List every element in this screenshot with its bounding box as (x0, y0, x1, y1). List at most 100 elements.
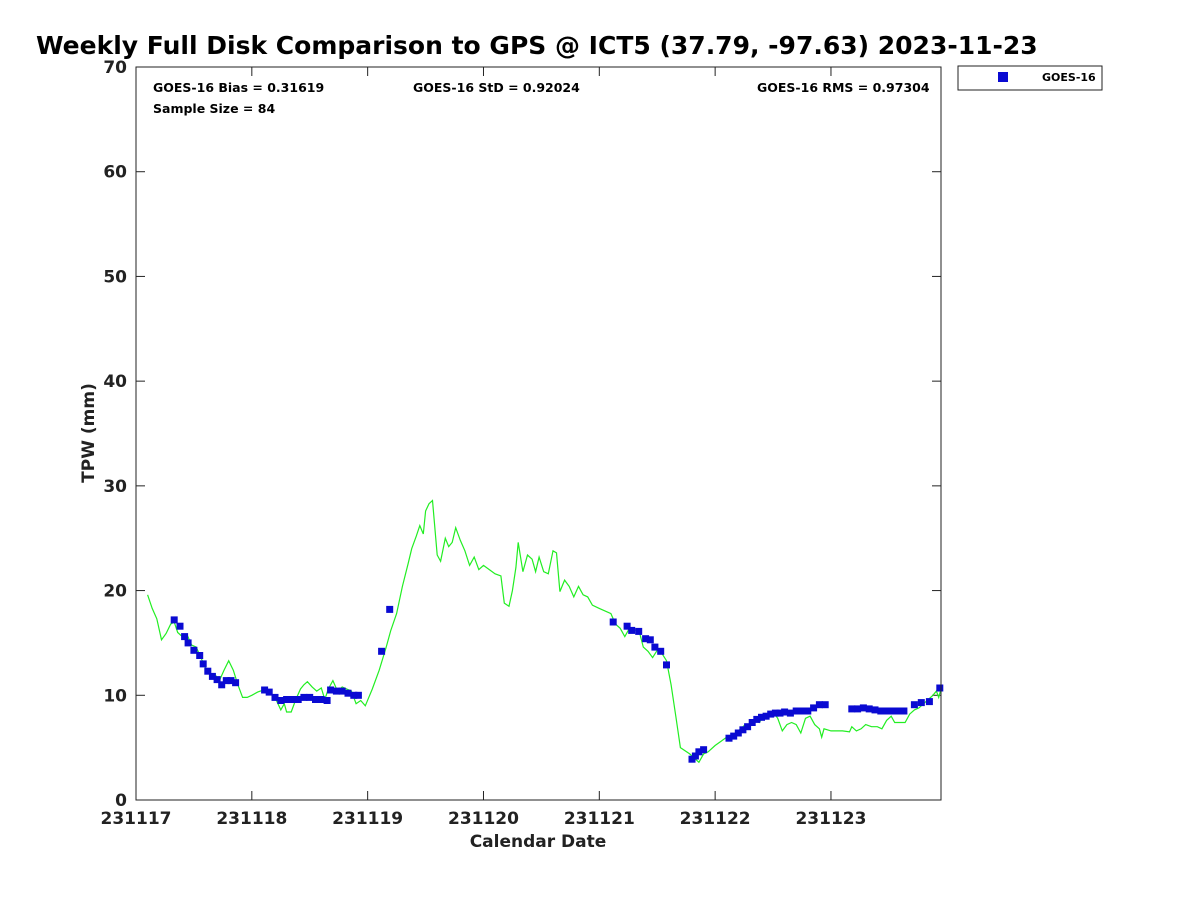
goes-16-point (204, 667, 212, 675)
goes-16-point (859, 704, 867, 712)
goes-16-point (771, 709, 779, 717)
goes-16-point (170, 616, 178, 624)
legend-marker-goes-16 (998, 72, 1008, 82)
goes-16-point (317, 696, 325, 703)
goes-16-point (900, 707, 908, 715)
goes-16-point (623, 622, 631, 630)
goes-16-point (776, 709, 784, 717)
goes-16-point (300, 693, 308, 701)
goes-16-point (354, 691, 362, 699)
goes-16-point (792, 707, 800, 715)
x-tick-label: 231122 (680, 809, 751, 829)
goes-16-point (767, 710, 775, 718)
bias-label: GOES-16 Bias = 0.31619 (153, 80, 324, 95)
goes-16-point (642, 635, 650, 643)
goes-16-point (646, 636, 654, 644)
axis-ticks: 0 10 20 30 40 50 60 70 231117 231118 231119 231120 2… (101, 58, 941, 829)
y-axis-label: TPW (mm) (79, 383, 99, 483)
goes-16-point (288, 696, 296, 703)
goes-16-point (294, 696, 302, 703)
goes-16-point (854, 705, 862, 713)
y-tick-label: 10 (103, 686, 127, 706)
goes-16-point (894, 707, 902, 715)
y-tick-label: 20 (103, 582, 127, 602)
chart-title: Weekly Full Disk Comparison to GPS @ ICT… (36, 31, 1038, 60)
x-tick-label: 231119 (332, 809, 403, 829)
y-tick-label: 60 (103, 163, 127, 183)
x-axis-label: Calendar Date (470, 832, 607, 852)
x-tick-label: 231123 (795, 809, 866, 829)
goes-16-point (327, 686, 335, 694)
goes-16-point (628, 626, 636, 634)
rms-label: GOES-16 RMS = 0.97304 (757, 80, 930, 95)
goes-16-point (781, 708, 789, 716)
goes-16-point (232, 679, 240, 687)
goes-16-point (700, 746, 708, 754)
goes-16-point (199, 660, 207, 668)
goes-16-point (748, 719, 756, 726)
goes-16-point (877, 707, 885, 715)
goes-16-point (821, 701, 829, 709)
goes-16-point (758, 713, 765, 721)
goes-16-point (208, 672, 216, 680)
y-tick-label: 50 (103, 267, 127, 287)
goes-16-point (753, 715, 761, 723)
gps-series (147, 499, 942, 764)
goes-16-point (184, 639, 192, 647)
goes-16-point (744, 723, 752, 731)
goes-16-point (332, 687, 340, 695)
legend-box (957, 65, 1103, 91)
x-tick-label: 231121 (564, 809, 635, 829)
goes-16-point (910, 701, 918, 709)
goes-16-point (386, 605, 394, 613)
goes-16-point (312, 696, 319, 703)
goes-16-point (883, 707, 891, 715)
goes-16-point (222, 677, 230, 685)
goes-16-point (271, 693, 279, 701)
goes-16-point (815, 701, 823, 709)
goes-16-point (323, 697, 331, 704)
goes-16-point (265, 688, 273, 696)
goes-16-point (227, 677, 235, 685)
goes-16-point (762, 712, 770, 720)
x-tick-label: 231117 (101, 809, 172, 829)
goes-16-point (306, 693, 314, 701)
goes-16-point (657, 647, 665, 655)
goes-16-point (609, 618, 617, 626)
sample-size-label: Sample Size = 84 (153, 101, 275, 116)
goes-16-point (190, 646, 198, 654)
goes-16-point (888, 707, 896, 715)
goes-16-point (871, 706, 879, 714)
goes-16-point (734, 729, 742, 737)
goes-16-point (261, 686, 269, 694)
goes-16-point (344, 689, 352, 697)
goes-16-point (283, 696, 291, 703)
goes-16-point (181, 633, 189, 641)
goes-16-point (695, 748, 703, 756)
legend-label-goes-16: GOES-16 (1042, 71, 1096, 84)
std-label: GOES-16 StD = 0.92024 (413, 80, 580, 95)
goes-16-point (848, 705, 856, 713)
goes-16-point (925, 698, 933, 706)
goes-16-point (730, 732, 738, 740)
goes-16-point (338, 687, 346, 695)
goes-16-point (176, 622, 184, 630)
goes-16-point (725, 734, 733, 742)
y-tick-label: 0 (115, 791, 127, 811)
goes-16-point (936, 684, 944, 692)
goes-16-point (691, 752, 699, 760)
goes-16-point (798, 707, 806, 715)
y-tick-label: 30 (103, 477, 127, 497)
y-tick-label: 40 (103, 372, 127, 392)
goes-16-point (651, 643, 659, 651)
plot-area-frame (135, 66, 942, 801)
goes-16-point (865, 705, 873, 713)
goes-16-point (810, 704, 818, 712)
goes-16-point (917, 699, 925, 707)
goes-16-point (350, 691, 358, 699)
x-tick-label: 231120 (448, 809, 519, 829)
x-tick-label: 231118 (216, 809, 287, 829)
gps-line (147, 499, 942, 764)
goes-16-point (739, 726, 747, 734)
